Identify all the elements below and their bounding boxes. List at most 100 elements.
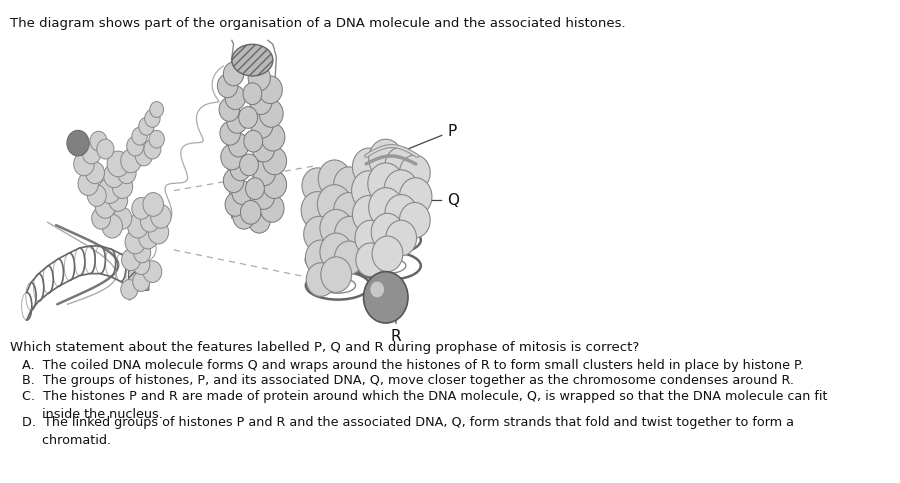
Circle shape [132,255,149,275]
Circle shape [97,139,114,159]
Circle shape [252,184,274,209]
Circle shape [253,160,275,185]
Circle shape [248,65,270,91]
Circle shape [104,164,124,187]
Circle shape [132,128,148,145]
Circle shape [302,192,334,229]
Circle shape [223,62,244,86]
Circle shape [144,139,161,159]
Circle shape [82,142,101,164]
Circle shape [127,136,144,156]
Circle shape [302,168,333,203]
Circle shape [400,155,430,191]
Circle shape [78,172,98,196]
Circle shape [220,121,240,145]
FancyBboxPatch shape [129,261,149,290]
Circle shape [67,130,89,156]
Circle shape [220,144,243,170]
Circle shape [149,130,165,148]
Circle shape [258,76,283,104]
Circle shape [227,110,248,133]
Circle shape [122,249,140,270]
Circle shape [225,86,246,110]
Circle shape [139,117,154,135]
Circle shape [125,230,146,254]
Circle shape [334,167,364,202]
Circle shape [320,233,353,270]
Circle shape [385,195,418,232]
Circle shape [303,216,335,252]
Circle shape [98,178,121,203]
Circle shape [95,195,115,218]
Circle shape [143,193,164,216]
Circle shape [261,123,285,151]
Text: B.  The groups of histones, P, and its associated DNA, Q, move closer together a: B. The groups of histones, P, and its as… [22,374,794,387]
Circle shape [400,202,430,238]
Circle shape [305,240,337,276]
Circle shape [369,139,403,179]
Circle shape [371,213,404,251]
Circle shape [240,200,261,224]
Circle shape [145,110,160,128]
Circle shape [263,171,286,199]
Circle shape [352,171,386,211]
Circle shape [250,89,272,114]
Circle shape [233,203,255,229]
Circle shape [371,282,384,298]
Circle shape [239,154,258,176]
Text: C.  The histones P and R are made of protein around which the DNA molecule, Q, i: C. The histones P and R are made of prot… [22,390,827,421]
Circle shape [238,107,257,128]
Circle shape [248,207,270,233]
Text: The diagram shows part of the organisation of a DNA molecule and the associated : The diagram shows part of the organisati… [10,16,625,29]
Circle shape [353,196,385,233]
Circle shape [400,178,432,215]
Circle shape [150,204,171,228]
Circle shape [90,131,107,151]
Circle shape [334,193,364,228]
Circle shape [218,74,238,98]
Circle shape [219,98,239,121]
Circle shape [384,170,419,209]
Circle shape [355,220,386,256]
Circle shape [320,209,353,247]
Circle shape [74,152,94,176]
Circle shape [132,271,149,291]
Circle shape [356,243,385,277]
Circle shape [318,185,352,224]
Circle shape [353,148,385,185]
Circle shape [140,211,159,232]
Circle shape [230,157,251,181]
Circle shape [259,99,284,128]
Circle shape [121,280,138,299]
Circle shape [369,187,403,227]
Text: P: P [400,124,456,152]
Circle shape [243,83,262,105]
Ellipse shape [232,44,273,76]
Circle shape [86,162,104,184]
Circle shape [112,175,132,199]
Circle shape [244,130,263,152]
Circle shape [128,214,148,238]
Circle shape [229,133,249,157]
Circle shape [320,257,352,292]
Circle shape [385,147,418,185]
Circle shape [372,236,403,271]
Circle shape [263,147,286,175]
Circle shape [87,185,106,206]
Circle shape [225,193,246,216]
Text: R: R [391,318,401,344]
Circle shape [113,207,132,229]
Circle shape [232,181,252,204]
Text: A.  The coiled DNA molecule forms Q and wraps around the histones of R to form s: A. The coiled DNA molecule forms Q and w… [22,359,804,371]
Circle shape [107,151,130,177]
Circle shape [260,195,284,222]
Circle shape [223,169,244,193]
Text: Which statement about the features labelled P, Q and R during prophase of mitosi: Which statement about the features label… [10,341,639,354]
Circle shape [306,263,336,297]
Circle shape [335,241,364,275]
Circle shape [132,198,150,219]
Circle shape [252,136,274,162]
Circle shape [319,160,351,198]
Circle shape [335,216,365,252]
Circle shape [102,214,122,238]
